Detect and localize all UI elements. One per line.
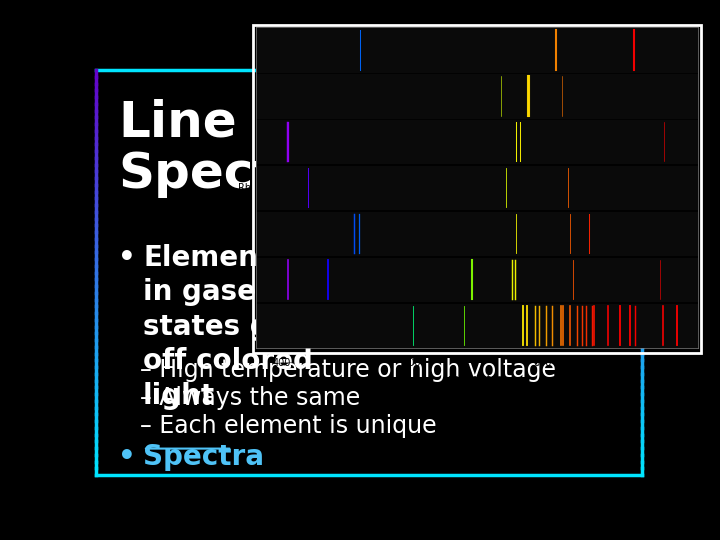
Bar: [256, 28, 698, 72]
Bar: [256, 74, 698, 118]
Text: •: •: [118, 443, 135, 471]
Text: Rb: Rb: [238, 183, 251, 193]
Bar: [256, 120, 698, 164]
Text: •: •: [118, 244, 135, 272]
X-axis label: nanometers: nanometers: [448, 374, 506, 383]
Text: Ne: Ne: [238, 320, 251, 330]
Text: – High temperature or high voltage: – High temperature or high voltage: [140, 358, 557, 382]
Text: Hg: Hg: [238, 274, 251, 285]
Text: Line
Spectrum: Line Spectrum: [118, 98, 390, 198]
Text: Spectra: Spectra: [143, 443, 264, 471]
Text: Cs: Cs: [239, 228, 251, 239]
Text: K: K: [245, 137, 251, 147]
Text: Elements
in gaseous
states give
off colored
light: Elements in gaseous states give off colo…: [143, 244, 316, 410]
Text: – Always the same: – Always the same: [140, 386, 361, 410]
Text: Li: Li: [243, 45, 251, 55]
Bar: [256, 303, 698, 347]
Text: – Each element is unique: – Each element is unique: [140, 415, 437, 438]
Bar: [256, 212, 698, 255]
Text: Na: Na: [238, 91, 251, 101]
Bar: [256, 166, 698, 210]
Bar: [256, 258, 698, 301]
